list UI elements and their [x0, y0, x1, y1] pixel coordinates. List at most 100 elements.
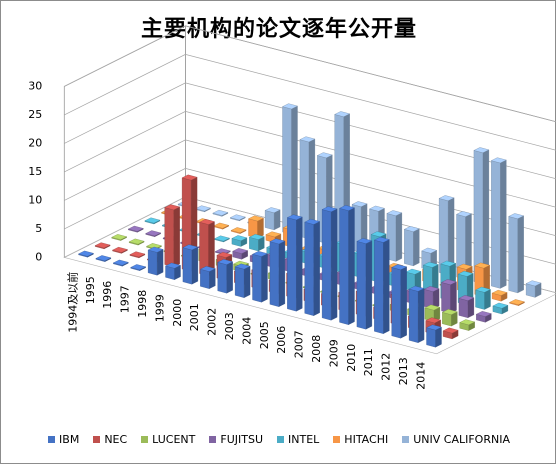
bar-univ-california-1995	[195, 205, 211, 213]
legend-label: HITACHI	[344, 433, 389, 446]
y-tick-label: 20	[28, 136, 42, 149]
bar-univ-california-1997	[229, 214, 246, 222]
bar-fujitsu-1994及以前	[127, 225, 144, 233]
chart-bars	[78, 103, 542, 348]
bar-intel-2014	[492, 302, 509, 315]
legend-swatch	[93, 436, 101, 443]
x-tick-label: 2013	[397, 357, 410, 385]
bar-fujitsu-2000	[232, 248, 249, 260]
bar-fujitsu-2013	[458, 295, 475, 319]
bar-ibm-1999	[165, 262, 181, 280]
legend-item: INTEL	[277, 433, 319, 446]
legend-swatch	[333, 436, 341, 443]
x-tick-label: 2012	[380, 353, 393, 381]
y-tick-label: 10	[28, 193, 42, 206]
bar-ibm-1994及以前	[78, 250, 94, 258]
legend-item: IBM	[48, 433, 79, 446]
x-tick-label: 2001	[188, 303, 201, 331]
bar-lucent-2014	[459, 319, 476, 331]
y-tick-label: 5	[35, 222, 42, 235]
bar-intel-1994及以前	[144, 217, 161, 225]
legend-item: NEC	[93, 433, 127, 446]
bar-ibm-2002	[217, 259, 234, 294]
legend-swatch	[277, 436, 285, 443]
x-tick-label: 1995	[84, 276, 97, 304]
gridline-5	[64, 168, 556, 265]
y-tick-label: 25	[28, 108, 42, 121]
bar-univ-california-1999	[264, 207, 281, 231]
bar-lucent-2013	[441, 309, 458, 327]
x-tick-label: 1996	[101, 281, 114, 309]
bar-hitachi-2013	[491, 289, 508, 302]
x-tick-label: 2011	[362, 348, 375, 376]
bar-univ-california-2000	[282, 103, 298, 235]
x-tick-label: 2014	[414, 362, 427, 390]
y-tick-label: 30	[28, 79, 42, 92]
x-tick-label: 2007	[293, 330, 306, 358]
legend-swatch	[209, 436, 217, 443]
y-tick-label: 15	[28, 165, 42, 178]
bar-ibm-2001	[199, 266, 216, 289]
y-tick-label: 0	[35, 250, 42, 263]
bar-ibm-2006	[286, 214, 303, 312]
bar-nec-1994及以前	[94, 242, 111, 250]
x-tick-label: 1999	[153, 294, 166, 322]
bar-univ-california-2009	[438, 195, 455, 276]
x-tick-label: 2002	[206, 308, 219, 336]
bar-univ-california-2014	[525, 280, 542, 298]
legend-label: LUCENT	[152, 433, 196, 446]
legend-swatch	[48, 436, 56, 443]
x-tick-label: 2003	[223, 312, 236, 340]
bar-fujitsu-2012	[441, 279, 457, 314]
legend-swatch	[402, 436, 410, 443]
bar-univ-california-2007	[403, 226, 420, 267]
legend-label: INTEL	[288, 433, 320, 446]
gridline-20	[64, 82, 556, 180]
bar-hitachi-1997	[213, 222, 230, 230]
bar-ibm-2008	[321, 206, 338, 321]
legend-item: HITACHI	[333, 433, 388, 446]
bar-univ-california-2013	[508, 213, 525, 294]
legend-item: FUJITSU	[209, 433, 263, 446]
bar-ibm-2013	[408, 285, 425, 343]
bar-fujitsu-2011	[423, 286, 440, 310]
bar-ibm-2004	[252, 251, 268, 303]
x-tick-label: 1994及以前	[65, 272, 79, 333]
bar-ibm-2010	[356, 238, 373, 330]
gridline-10	[64, 139, 556, 237]
x-tick-label: 2008	[310, 335, 323, 363]
x-tick-label: 1997	[119, 285, 132, 313]
x-tick-label: 2004	[240, 317, 253, 345]
bar-univ-california-2001	[299, 136, 316, 240]
x-tick-label: 2009	[327, 339, 340, 367]
bar-nec-1996	[129, 251, 146, 259]
bar-ibm-2011	[373, 236, 390, 334]
bar-ibm-2014	[426, 324, 442, 348]
bar-nec-1995	[112, 246, 128, 254]
bar-ibm-1997	[130, 264, 147, 271]
x-tick-label: 2010	[345, 344, 358, 372]
bar-ibm-2009	[339, 205, 355, 325]
bar-hitachi-1998	[230, 227, 247, 234]
bar-fujitsu-1995	[145, 230, 162, 238]
bar-ibm-1995	[95, 255, 112, 262]
bar-ibm-2003	[234, 263, 251, 298]
bar-intel-2000	[248, 234, 265, 252]
chart-legend: IBM NEC LUCENT FUJITSU INTEL HITACHI UNIV CALI…	[1, 433, 556, 446]
bar-univ-california-2010	[456, 211, 472, 280]
bar-intel-1998	[214, 235, 230, 243]
gridline-25	[64, 54, 556, 151]
x-tick-label: 1998	[136, 290, 149, 318]
bar-univ-california-1996	[212, 209, 229, 217]
bar-nec-2000	[199, 219, 215, 277]
bar-intel-1999	[231, 235, 248, 247]
legend-swatch	[141, 436, 149, 443]
bar-hitachi-2014	[509, 299, 525, 306]
chart-title: 主要机构的论文逐年公开量	[140, 17, 417, 42]
gridline-15	[64, 111, 556, 208]
x-tick-label: 2005	[258, 321, 271, 349]
gridline-30	[64, 25, 556, 123]
legend-item: LUCENT	[141, 433, 195, 446]
bar-ibm-2005	[269, 238, 286, 307]
